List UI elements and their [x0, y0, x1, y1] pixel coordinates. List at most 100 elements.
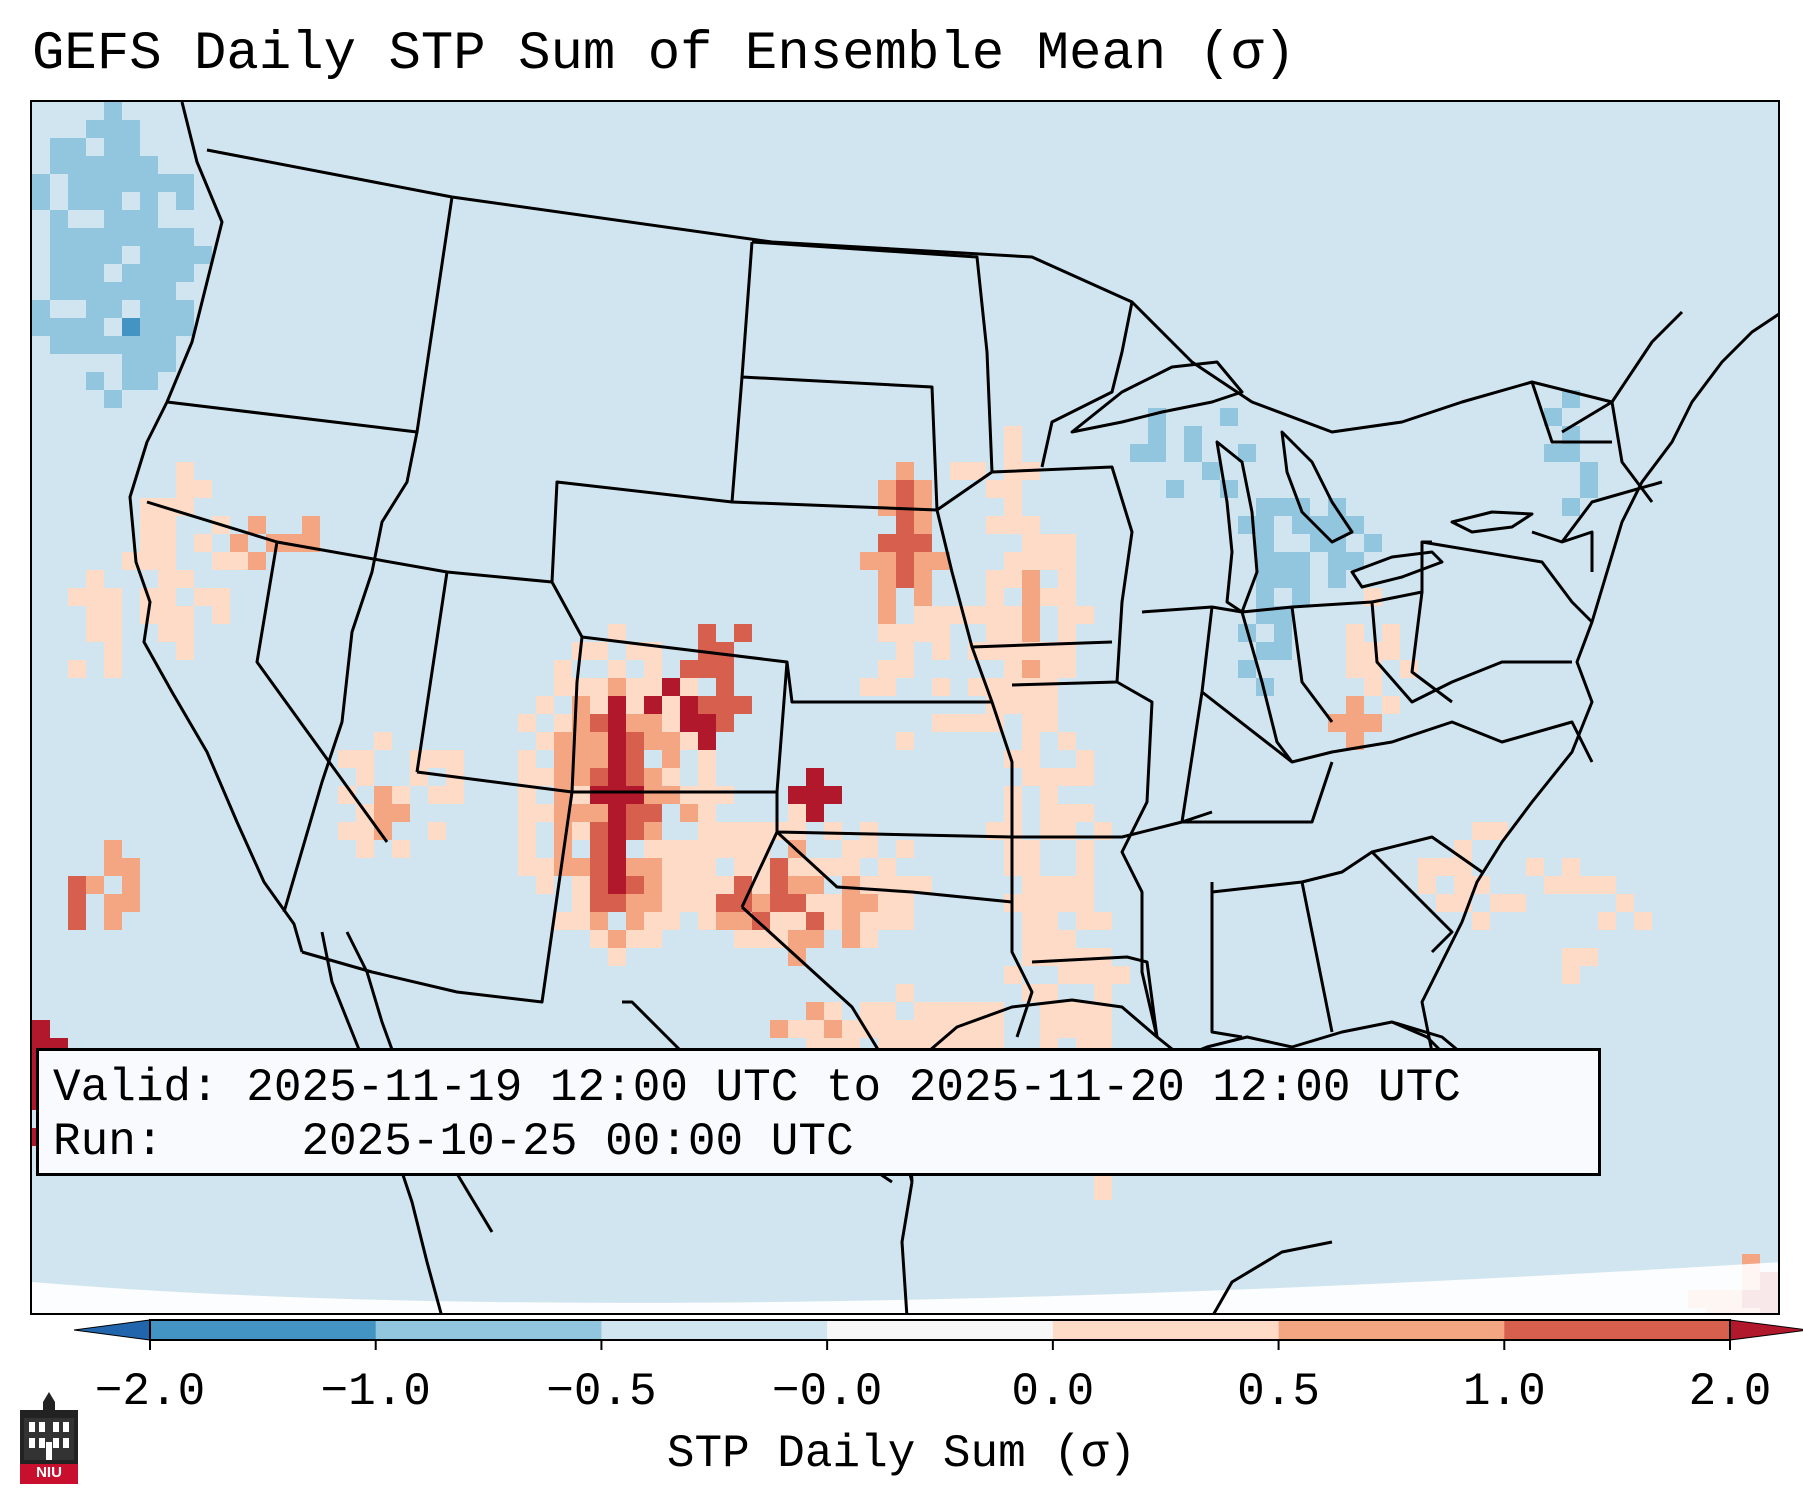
- anomaly-cell: [986, 480, 1004, 498]
- anomaly-cell: [1058, 948, 1076, 966]
- anomaly-cell: [554, 660, 572, 678]
- anomaly-cell: [50, 336, 68, 354]
- anomaly-cell: [122, 210, 140, 228]
- anomaly-cell: [68, 192, 86, 210]
- anomaly-cell: [644, 804, 662, 822]
- anomaly-cell: [428, 750, 446, 768]
- anomaly-cell: [662, 858, 680, 876]
- valid-row: Valid: 2025-11-19 12:00 UTC to 2025-11-2…: [53, 1061, 1598, 1115]
- anomaly-cell: [86, 120, 104, 138]
- anomaly-cell: [1094, 1020, 1112, 1038]
- anomaly-cell: [932, 624, 950, 642]
- anomaly-cell: [1562, 948, 1580, 966]
- anomaly-cell: [680, 714, 698, 732]
- anomaly-cell: [572, 732, 590, 750]
- anomaly-cell: [32, 300, 50, 318]
- anomaly-cell: [158, 300, 176, 318]
- anomaly-cell: [1094, 1182, 1112, 1200]
- anomaly-cell: [32, 192, 50, 210]
- anomaly-cell: [1508, 894, 1526, 912]
- anomaly-cell: [140, 210, 158, 228]
- anomaly-cell: [104, 840, 122, 858]
- anomaly-cell: [176, 246, 194, 264]
- anomaly-cell: [158, 336, 176, 354]
- anomaly-cell: [626, 696, 644, 714]
- anomaly-cell: [968, 714, 986, 732]
- anomaly-cell: [1598, 876, 1616, 894]
- anomaly-cell: [518, 822, 536, 840]
- anomaly-cell: [878, 660, 896, 678]
- anomaly-cell: [644, 912, 662, 930]
- anomaly-cell: [140, 354, 158, 372]
- anomaly-cell: [1058, 1020, 1076, 1038]
- anomaly-cell: [1382, 624, 1400, 642]
- anomaly-cell: [554, 768, 572, 786]
- anomaly-cell: [104, 606, 122, 624]
- anomaly-cell: [1544, 876, 1562, 894]
- anomaly-cell: [1076, 912, 1094, 930]
- anomaly-cell: [860, 912, 878, 930]
- anomaly-cell: [50, 264, 68, 282]
- anomaly-cell: [896, 1020, 914, 1038]
- anomaly-cell: [1562, 858, 1580, 876]
- anomaly-cell: [176, 462, 194, 480]
- anomaly-cell: [1256, 588, 1274, 606]
- anomaly-cell: [536, 732, 554, 750]
- anomaly-cell: [770, 858, 788, 876]
- anomaly-cell: [914, 1020, 932, 1038]
- anomaly-cell: [1328, 516, 1346, 534]
- anomaly-cell: [878, 588, 896, 606]
- anomaly-cell: [1040, 534, 1058, 552]
- anomaly-cell: [1274, 624, 1292, 642]
- anomaly-cell: [518, 804, 536, 822]
- anomaly-cell: [230, 552, 248, 570]
- anomaly-cell: [1022, 588, 1040, 606]
- anomaly-cell: [932, 1002, 950, 1020]
- anomaly-cell: [158, 588, 176, 606]
- anomaly-cell: [140, 516, 158, 534]
- anomaly-cell: [680, 732, 698, 750]
- anomaly-cell: [752, 912, 770, 930]
- colorbar-bin: [1504, 1320, 1731, 1340]
- anomaly-cell: [1094, 1002, 1112, 1020]
- lake-ontario: [1450, 510, 1534, 534]
- anomaly-cell: [158, 570, 176, 588]
- anomaly-cell: [104, 156, 122, 174]
- anomaly-cell: [1076, 876, 1094, 894]
- canada-border: [206, 148, 1684, 434]
- anomaly-cell: [806, 930, 824, 948]
- anomaly-cell: [1058, 588, 1076, 606]
- anomaly-cell: [140, 228, 158, 246]
- anomaly-cell: [1148, 444, 1166, 462]
- anomaly-cell: [626, 858, 644, 876]
- anomaly-cell: [104, 282, 122, 300]
- anomaly-cell: [608, 660, 626, 678]
- lake-erie: [1350, 550, 1444, 589]
- anomaly-cell: [698, 660, 716, 678]
- anomaly-cell: [1184, 426, 1202, 444]
- anomaly-cell: [1004, 678, 1022, 696]
- anomaly-cell: [968, 462, 986, 480]
- anomaly-cell: [194, 246, 212, 264]
- anomaly-cell: [1022, 624, 1040, 642]
- niu-building-icon: [20, 1392, 78, 1484]
- anomaly-cell: [896, 876, 914, 894]
- anomaly-cell: [680, 858, 698, 876]
- anomaly-cell: [428, 822, 446, 840]
- anomaly-cell: [716, 876, 734, 894]
- valid-run-info-box: Valid: 2025-11-19 12:00 UTC to 2025-11-2…: [36, 1048, 1601, 1176]
- colorbar: [73, 1319, 1803, 1350]
- anomaly-cell: [1148, 426, 1166, 444]
- anomaly-cell: [1058, 570, 1076, 588]
- anomaly-cell: [698, 912, 716, 930]
- anomaly-cell: [734, 822, 752, 840]
- anomaly-cell: [896, 840, 914, 858]
- niu-logo: NIU: [20, 1392, 78, 1484]
- colorbar-ticks: [149, 1340, 1731, 1350]
- anomaly-cell: [1040, 786, 1058, 804]
- anomaly-cell: [770, 876, 788, 894]
- anomaly-cell: [1040, 768, 1058, 786]
- anomaly-cell: [140, 336, 158, 354]
- anomaly-cell: [50, 228, 68, 246]
- anomaly-cell: [878, 894, 896, 912]
